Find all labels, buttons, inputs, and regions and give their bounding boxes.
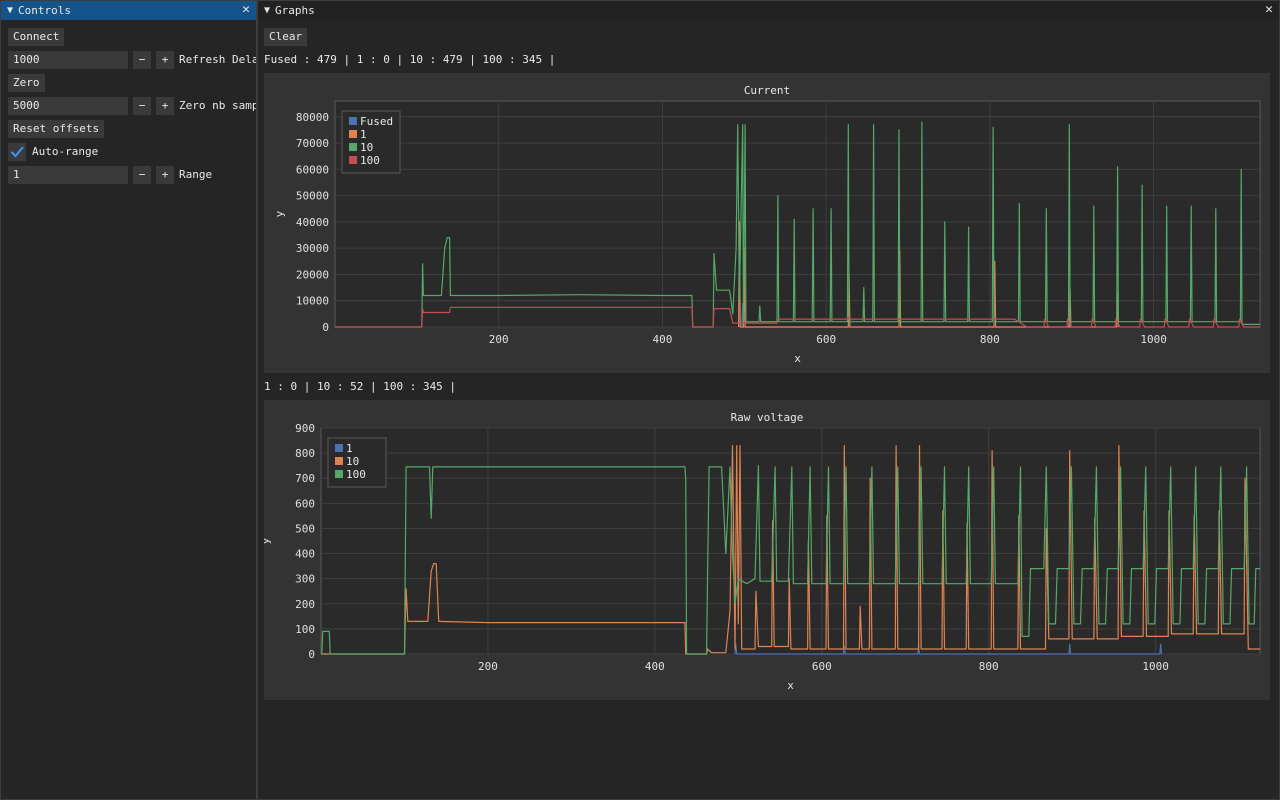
y-tick-label: 0 (322, 321, 329, 334)
voltage-plot-panel[interactable]: Raw voltage 200 400 600 800 1000 0 100 200 300 40… (264, 400, 1270, 700)
graphs-title: Graphs (275, 4, 315, 17)
x-tick-label: 400 (645, 660, 665, 673)
current-chart[interactable]: 200 400 600 800 1000010000200003000040000500… (264, 73, 1270, 373)
range-label: Range (179, 168, 213, 181)
legend-swatch (349, 156, 357, 164)
legend-label: 100 (346, 468, 366, 481)
legend-label: 1 (360, 128, 367, 141)
range-increment-button[interactable]: + (156, 166, 174, 184)
y-axis-label: y (264, 537, 272, 544)
legend-swatch (349, 143, 357, 151)
zero-nb-increment-button[interactable]: + (156, 97, 174, 115)
legend-swatch (335, 457, 343, 465)
x-tick-label: 1000 (1140, 333, 1167, 346)
legend-label: 1 (346, 442, 353, 455)
controls-body: Connect 1000 − + Refresh Delay Zero 5000… (1, 20, 256, 800)
plot-area (334, 100, 1261, 328)
collapse-arrow-icon[interactable]: ▼ (264, 5, 271, 16)
y-tick-label: 20000 (296, 268, 329, 281)
legend-swatch (349, 130, 357, 138)
y-tick-label: 300 (295, 573, 315, 586)
y-tick-label: 10000 (296, 295, 329, 308)
x-tick-label: 800 (979, 660, 999, 673)
y-tick-label: 500 (295, 522, 315, 535)
y-tick-label: 800 (295, 447, 315, 460)
y-tick-label: 200 (295, 598, 315, 611)
auto-range-label: Auto-range (32, 145, 99, 158)
y-tick-label: 40000 (296, 216, 329, 229)
y-tick-label: 70000 (296, 137, 329, 150)
reset-offsets-button[interactable]: Reset offsets (8, 120, 105, 138)
voltage-chart[interactable]: 200 400 600 800 1000 0 100 200 300 400 500 600 700 80… (264, 400, 1270, 700)
series-group (321, 444, 1260, 655)
series-group (335, 121, 1260, 328)
controls-window: ▼ Controls ✕ Connect 1000 − + Refresh De… (0, 0, 257, 800)
series-line-10 (335, 121, 1260, 328)
y-tick-label: 100 (295, 623, 315, 636)
current-plot-panel[interactable]: Current 200 400 600 800 1000 0 10000 20000 30000… (264, 73, 1270, 373)
legend-label: 10 (346, 455, 359, 468)
range-decrement-button[interactable]: − (133, 166, 151, 184)
zero-nb-samples-input[interactable]: 5000 (8, 97, 128, 115)
y-tick-label: 30000 (296, 242, 329, 255)
zero-nb-decrement-button[interactable]: − (133, 97, 151, 115)
x-tick-label: 200 (478, 660, 498, 673)
collapse-arrow-icon[interactable]: ▼ (7, 5, 14, 16)
refresh-delay-input[interactable]: 1000 (8, 51, 128, 69)
graphs-titlebar[interactable]: ▼ Graphs ✕ (258, 1, 1279, 20)
series-line-100 (335, 306, 1260, 328)
y-tick-label: 900 (295, 422, 315, 435)
legend-label: 100 (360, 154, 380, 167)
close-icon[interactable]: ✕ (1265, 2, 1273, 17)
clear-button[interactable]: Clear (264, 28, 308, 46)
auto-range-checkbox[interactable] (8, 143, 26, 161)
x-axis-label: x (787, 679, 794, 692)
y-tick-label: 400 (295, 548, 315, 561)
legend-label: 10 (360, 141, 373, 154)
close-icon[interactable]: ✕ (242, 2, 250, 17)
voltage-status-text: 1 : 0 | 10 : 52 | 100 : 345 | (264, 380, 457, 393)
controls-title: Controls (18, 4, 72, 17)
zero-button[interactable]: Zero (8, 74, 45, 92)
x-tick-label: 200 (489, 333, 509, 346)
y-tick-label: 700 (295, 472, 315, 485)
x-tick-label: 600 (812, 660, 832, 673)
legend-swatch (335, 470, 343, 478)
refresh-decrement-button[interactable]: − (133, 51, 151, 69)
y-tick-label: 0 (308, 648, 315, 661)
refresh-increment-button[interactable]: + (156, 51, 174, 69)
y-tick-label: 50000 (296, 190, 329, 203)
x-tick-label: 800 (980, 333, 1000, 346)
refresh-delay-label: Refresh Delay (179, 53, 256, 66)
graphs-window: ▼ Graphs ✕ Clear Fused : 479 | 1 : 0 | 1… (257, 0, 1280, 800)
y-tick-label: 60000 (296, 163, 329, 176)
controls-titlebar[interactable]: ▼ Controls ✕ (1, 1, 256, 20)
x-tick-label: 1000 (1142, 660, 1169, 673)
zero-nb-samples-label: Zero nb samples (179, 99, 256, 112)
x-tick-label: 600 (816, 333, 836, 346)
series-line-100 (321, 465, 1260, 655)
y-axis-label: y (273, 210, 286, 217)
connect-button[interactable]: Connect (8, 28, 65, 46)
current-plot-title: Current (743, 84, 791, 97)
checkmark-icon (10, 146, 24, 158)
x-axis-label: x (794, 352, 801, 365)
legend-label: Fused (360, 115, 393, 128)
voltage-plot-title: Raw voltage (730, 411, 804, 424)
range-input[interactable]: 1 (8, 166, 128, 184)
legend-swatch (349, 117, 357, 125)
legend-swatch (335, 444, 343, 452)
current-status-text: Fused : 479 | 1 : 0 | 10 : 479 | 100 : 3… (264, 53, 556, 66)
series-line-10 (321, 444, 1260, 655)
y-tick-label: 600 (295, 497, 315, 510)
x-tick-label: 400 (652, 333, 672, 346)
y-tick-label: 80000 (296, 111, 329, 124)
